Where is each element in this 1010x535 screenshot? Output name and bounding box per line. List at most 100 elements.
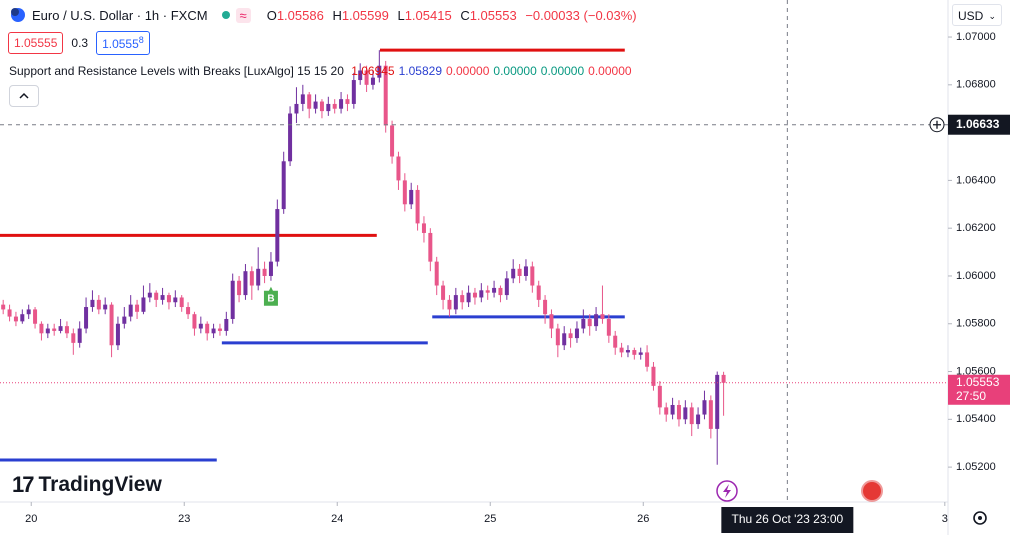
candle-body [415, 189, 420, 224]
indicator-output: 0.00000 [493, 64, 537, 78]
buy-price: 1.0555 [102, 37, 139, 51]
candle-body [243, 271, 248, 296]
resistance-value: 1.06945 [351, 64, 395, 78]
candle-body [351, 80, 356, 104]
delay-badge: ≈ [235, 7, 251, 23]
candle-body [96, 299, 101, 310]
candle-body [128, 304, 133, 317]
break-label-box [263, 286, 278, 306]
candle-body [511, 268, 516, 279]
candle-body [619, 347, 624, 353]
symbol[interactable]: Euro / U.S. Dollar · 1h · FXCM [32, 7, 208, 23]
indicator-output: 0.00000 [540, 64, 585, 78]
currency-select[interactable]: USD ⌄ [952, 4, 1002, 26]
candle-body [594, 314, 599, 327]
candle-body [179, 297, 184, 308]
candle-body [33, 309, 38, 324]
candle-body [77, 328, 82, 343]
candle-body [160, 295, 165, 300]
candle-body [64, 326, 69, 334]
candle-body [313, 101, 318, 109]
candle-body [173, 297, 178, 303]
candle-body [237, 280, 242, 296]
last-price-label: 1.05553 [956, 375, 1000, 389]
candle-body [549, 314, 554, 329]
candle-body [205, 323, 210, 334]
candle-body [504, 278, 509, 296]
countdown: 27:50 [956, 389, 986, 403]
y-tick-label: 1.06000 [956, 270, 996, 282]
l: L1.05415 [397, 7, 452, 23]
candle-body [249, 271, 254, 286]
candle-body [90, 299, 95, 308]
y-tick-label: 1.06400 [956, 174, 996, 186]
candle-body [275, 209, 280, 262]
support-value: 1.05829 [398, 64, 442, 78]
y-tick-label: 1.06200 [956, 222, 996, 234]
candle-body [192, 314, 197, 329]
candle-body [370, 77, 375, 85]
add-alert-plus [933, 120, 941, 129]
candle-body [479, 290, 484, 298]
h: H1.05599 [332, 7, 389, 23]
candle-body [664, 407, 669, 415]
candle-body [676, 404, 681, 420]
currency: USD [958, 9, 984, 23]
candle-body [319, 101, 324, 112]
candle-body [230, 280, 235, 319]
candle-body [421, 223, 426, 233]
candle-body [58, 326, 63, 331]
candle-body [696, 414, 701, 425]
event-flag[interactable] [861, 480, 883, 502]
candle-body [708, 400, 713, 429]
candle-body [300, 94, 305, 104]
sell-button[interactable]: 1.05555 [8, 32, 64, 54]
buy-button[interactable]: 1.05558 [96, 31, 150, 55]
candle-body [147, 292, 152, 298]
ohlc-values: O1.05586 H1.05599 L1.05415 C1.05553 −0.0… [267, 8, 642, 23]
candle-body [625, 350, 630, 353]
candle-body [670, 404, 675, 415]
y-tick-label: 1.06800 [956, 79, 996, 91]
x-tick-label: 3 [942, 513, 948, 525]
c: C1.05553 [460, 7, 517, 23]
candle-body [721, 374, 726, 383]
x-tick-label: 25 [484, 513, 496, 525]
candle-body [453, 295, 458, 310]
x-tick-label: 26 [637, 513, 649, 525]
candle-body [402, 180, 407, 205]
candle-body [84, 307, 89, 329]
candle-body [441, 285, 446, 300]
y-tick-label: 1.07000 [956, 31, 996, 43]
candle-body [530, 266, 535, 286]
crosshair-price-box [948, 114, 1010, 135]
candle-body [115, 323, 120, 346]
candle-body [141, 297, 146, 312]
candle-body [600, 314, 605, 319]
brand: 17 TradingView [12, 472, 162, 497]
symbol-icon [11, 8, 25, 22]
market-status [221, 11, 230, 19]
candle-body [396, 156, 401, 181]
candle-body [7, 309, 12, 317]
collapse-button[interactable] [9, 85, 39, 107]
indicator-name[interactable]: Support and Resistance Levels with Break… [9, 64, 344, 78]
candle-body [683, 407, 688, 420]
candle-body [517, 268, 522, 276]
crosshair-date-label: Thu 26 Oct '23 23:00 [731, 512, 843, 526]
candle-body [568, 333, 573, 339]
candle-body [39, 323, 44, 334]
candle-body [613, 335, 618, 348]
candle-body [326, 103, 331, 112]
candle-body [281, 161, 286, 210]
candle-body [485, 290, 490, 293]
settings-icon[interactable] [973, 511, 987, 525]
candle-body [217, 328, 222, 331]
candle-body [211, 328, 216, 334]
candle-body [562, 333, 567, 346]
buy-pip: 8 [138, 35, 144, 45]
candle-body [154, 292, 159, 300]
indicator-output: 0.00000 [446, 64, 490, 78]
candle-body [13, 316, 18, 322]
